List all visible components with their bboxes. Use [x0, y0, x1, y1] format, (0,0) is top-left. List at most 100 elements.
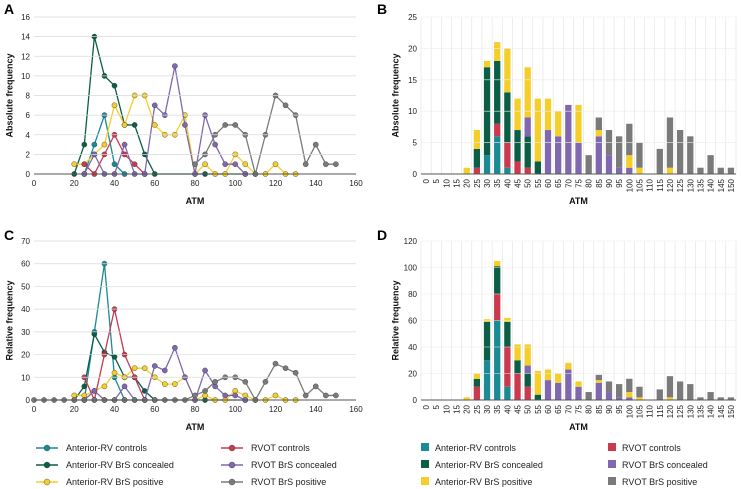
- bar-segment: [565, 104, 572, 174]
- bar-segment: [463, 167, 470, 174]
- x-tick-label: 45: [514, 404, 523, 413]
- y-axis-title: Absolute frequency: [4, 53, 14, 137]
- y-tick-label: 120: [404, 237, 418, 246]
- x-tick-label: 80: [585, 404, 594, 413]
- x-tick-label: 150: [727, 404, 736, 418]
- y-tick-label: 8: [26, 92, 31, 101]
- bar-segment: [707, 392, 714, 400]
- bar-segment: [717, 167, 724, 174]
- bar-segment: [636, 142, 643, 168]
- data-point: [131, 161, 138, 167]
- bar-segment: [524, 344, 531, 366]
- bar-segment: [534, 370, 542, 395]
- bar-segment: [524, 386, 531, 400]
- legend-label: RVOT BrS concealed: [251, 460, 337, 470]
- x-tick-label: 15: [453, 178, 462, 187]
- bar-segment: [585, 155, 592, 174]
- y-tick-label: 2: [26, 150, 31, 159]
- x-tick-label: 115: [656, 404, 665, 417]
- x-tick-label: 160: [349, 179, 363, 188]
- y-tick-label: 14: [21, 33, 30, 42]
- data-point: [302, 161, 309, 167]
- bar-segment: [676, 381, 684, 400]
- panel-letter: C: [4, 227, 14, 243]
- bar-segment: [636, 167, 643, 174]
- bar-segment: [504, 48, 511, 93]
- bar-segment: [666, 167, 674, 174]
- x-tick-label: 10: [442, 404, 451, 413]
- bar-segment: [494, 42, 501, 61]
- y-tick-label: 0: [26, 396, 31, 405]
- x-tick-label: 150: [727, 178, 736, 192]
- x-tick-label: 60: [150, 179, 159, 188]
- bar-segment: [626, 167, 633, 174]
- x-tick-label: 110: [646, 178, 655, 191]
- data-point: [272, 392, 279, 399]
- x-tick-label: 70: [564, 178, 573, 187]
- x-tick-label: 100: [229, 179, 243, 188]
- x-tick-label: 40: [503, 178, 512, 187]
- x-tick-label: 135: [696, 178, 705, 192]
- y-tick-label: 20: [408, 44, 417, 53]
- panel-letter: A: [4, 1, 14, 17]
- legend-swatch: [608, 460, 616, 468]
- legend-label: Anterior-RV BrS positive: [66, 477, 163, 487]
- y-tick-label: 16: [21, 13, 30, 22]
- legend-label: Anterior-RV BrS positive: [435, 477, 532, 487]
- data-point: [91, 388, 98, 394]
- bar-segment: [595, 136, 602, 174]
- bar-segment: [595, 382, 602, 400]
- bar-segment: [473, 378, 481, 387]
- x-tick-label: 65: [554, 404, 563, 413]
- x-tick-label: 35: [493, 178, 502, 187]
- y-tick-label: 60: [408, 317, 417, 326]
- x-tick-label: 145: [717, 404, 726, 418]
- data-point: [141, 365, 148, 372]
- y-tick-label: 30: [21, 328, 30, 337]
- bar-segment: [534, 98, 542, 162]
- bar-segment: [626, 397, 633, 400]
- bar-segment: [494, 320, 501, 400]
- x-tick-label: 5: [432, 178, 441, 183]
- series-line: [83, 345, 246, 402]
- bar-segment: [544, 380, 552, 400]
- data-point: [222, 161, 228, 167]
- x-tick-label: 140: [309, 405, 323, 414]
- data-point: [101, 141, 108, 148]
- x-tick-label: 80: [585, 178, 594, 187]
- data-point: [333, 392, 339, 399]
- bar-segment: [463, 397, 470, 400]
- legend-marker: [43, 461, 51, 469]
- legend-label: Anterior-RV controls: [435, 443, 516, 453]
- bar-segment: [666, 376, 674, 398]
- x-tick-label: 0: [32, 405, 37, 414]
- legend-swatch: [421, 477, 429, 485]
- bar-segment: [514, 130, 521, 162]
- x-tick-label: 60: [150, 405, 159, 414]
- data-point: [131, 122, 138, 128]
- bar-segment: [524, 167, 531, 174]
- data-point: [202, 161, 208, 167]
- legend-label: Anterior-RV BrS concealed: [66, 460, 174, 470]
- series-line: [74, 367, 296, 401]
- x-tick-label: 75: [575, 178, 584, 187]
- bar-segment: [687, 384, 694, 400]
- x-tick-label: 55: [534, 178, 543, 187]
- bar-segment: [707, 155, 714, 174]
- data-point: [151, 122, 158, 128]
- x-tick-label: 40: [503, 404, 512, 413]
- data-point: [272, 360, 279, 367]
- bar-segment: [524, 117, 531, 137]
- bar-segment: [494, 123, 501, 137]
- data-point: [131, 365, 138, 372]
- y-tick-label: 0: [413, 170, 418, 179]
- data-point: [333, 161, 339, 167]
- legend-marker: [228, 461, 236, 469]
- bar-segment: [473, 130, 481, 149]
- bar-segment: [615, 397, 623, 400]
- x-tick-label: 95: [615, 404, 624, 413]
- data-point: [172, 63, 178, 69]
- bar-segment: [524, 365, 531, 374]
- bar-segment: [697, 397, 704, 400]
